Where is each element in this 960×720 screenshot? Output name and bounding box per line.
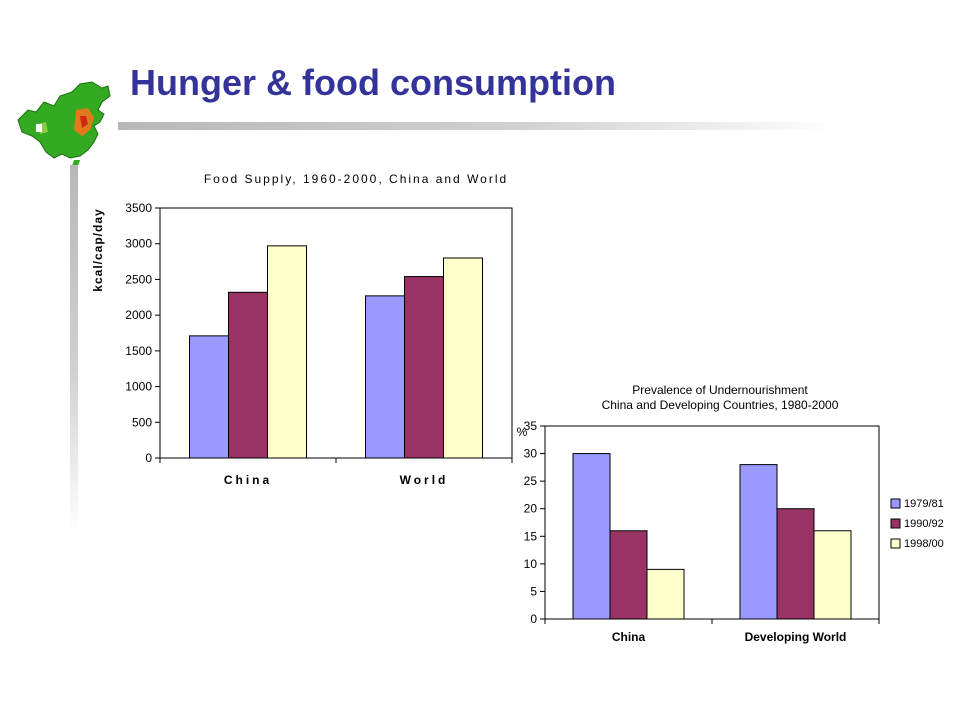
y-tick-label: 0 (145, 451, 152, 465)
y-tick-label: 2000 (125, 308, 152, 322)
bar (646, 568, 685, 620)
food-supply-chart: Food Supply, 1960-2000, China and World 0… (91, 172, 513, 487)
chart-subtitle: China and Developing Countries, 1980-200… (602, 398, 839, 412)
y-tick-label: 30 (524, 447, 538, 461)
bar (572, 453, 611, 620)
bar (813, 530, 852, 620)
legend-label: 1979/81 (904, 498, 944, 510)
bar (776, 508, 815, 620)
category-label: China (224, 473, 272, 487)
bar (267, 245, 307, 459)
title-underline (118, 122, 838, 130)
bar (365, 295, 405, 459)
bar (443, 257, 483, 459)
bar (739, 464, 778, 620)
y-tick-label: 3000 (125, 237, 152, 251)
y-tick-label: 25 (524, 474, 538, 488)
bar (404, 276, 444, 459)
y-tick-label: 20 (524, 502, 538, 516)
bar (228, 291, 268, 459)
category-label: World (400, 473, 449, 487)
legend-swatch (890, 498, 901, 509)
chart-title: Prevalence of Undernourishment (632, 383, 808, 397)
side-rule (70, 165, 78, 535)
legend-swatch (890, 538, 901, 549)
y-tick-label: 500 (132, 415, 152, 429)
y-axis-label: kcal/cap/day (91, 208, 105, 291)
legend-label: 1998/00 (904, 538, 944, 550)
bar (609, 530, 648, 620)
bar (189, 335, 229, 459)
legend-swatch (890, 518, 901, 529)
y-tick-label: 1500 (125, 344, 152, 358)
y-tick-label: 15 (524, 529, 538, 543)
chart-title: Food Supply, 1960-2000, China and World (204, 172, 508, 186)
legend-label: 1990/92 (904, 518, 944, 530)
y-axis-label: % (517, 425, 528, 439)
y-tick-label: 2500 (125, 272, 152, 286)
category-label: China (612, 630, 646, 644)
china-map-icon (17, 81, 111, 166)
y-tick-label: 1000 (125, 380, 152, 394)
slide-title: Hunger & food consumption (130, 62, 616, 103)
y-tick-label: 10 (524, 557, 538, 571)
y-tick-label: 0 (530, 612, 537, 626)
category-label: Developing World (745, 630, 847, 644)
y-tick-label: 3500 (125, 201, 152, 215)
y-tick-label: 35 (524, 419, 538, 433)
y-tick-label: 5 (530, 584, 537, 598)
